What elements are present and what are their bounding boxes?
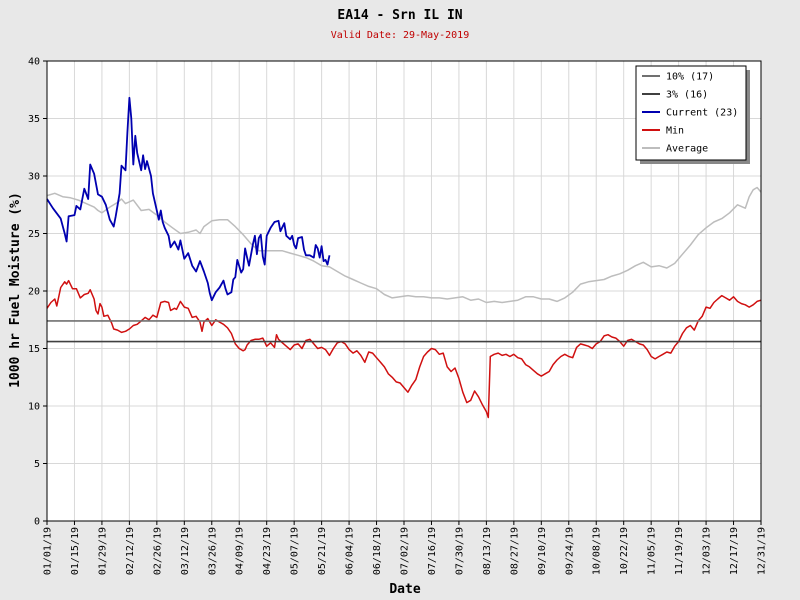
legend-label: Current (23)	[666, 108, 738, 119]
x-tick-label: 03/12/19	[180, 527, 191, 575]
series-average-line	[46, 186, 762, 304]
x-tick-label: 02/12/19	[125, 527, 136, 575]
x-tick-label: 12/03/19	[702, 527, 713, 575]
x-tick-label: 01/29/19	[97, 527, 108, 575]
x-tick-label: 08/13/19	[482, 527, 493, 575]
axes: 0 5 10 15 20 25 30 35 40 01/01/19 01/15/19 01/29/19…	[28, 57, 768, 576]
x-tick-label: 02/26/19	[152, 527, 163, 575]
y-tick-label: 10	[28, 402, 40, 413]
plot-frame	[46, 60, 762, 522]
x-tick-label: 09/10/19	[537, 527, 548, 575]
y-tick-label: 5	[34, 459, 40, 470]
x-tick-label: 07/02/19	[400, 527, 411, 575]
y-tick-label: 20	[28, 287, 40, 298]
x-tick-label: 11/19/19	[674, 527, 685, 575]
legend-label: Min	[666, 126, 684, 137]
x-tick-label: 01/01/19	[43, 527, 54, 575]
x-tick-label: 11/05/19	[647, 527, 658, 575]
y-tick-label: 25	[28, 229, 40, 240]
y-tick-label: 35	[28, 114, 40, 125]
x-tick-label: 06/04/19	[345, 527, 356, 575]
legend-label: 3% (16)	[666, 90, 708, 101]
x-tick-label: 04/23/19	[262, 527, 273, 575]
x-tick-label: 06/18/19	[372, 527, 383, 575]
x-tick-label: 05/21/19	[317, 527, 328, 575]
x-tick-label: 04/09/19	[235, 527, 246, 575]
y-tick-label: 0	[34, 517, 40, 528]
x-tick-label: 03/26/19	[207, 527, 218, 575]
x-tick-label: 01/15/19	[70, 527, 81, 575]
y-axis-title: 1000 hr Fuel Moisture (%)	[8, 192, 23, 388]
x-tick-label: 07/30/19	[454, 527, 465, 575]
legend-label: Average	[666, 144, 708, 155]
y-tick-label: 40	[28, 57, 40, 68]
x-tick-label: 09/24/19	[564, 527, 575, 575]
x-axis-title: Date	[389, 582, 420, 597]
y-tick-label: 30	[28, 172, 40, 183]
chart-title: EA14 - Srn IL IN	[337, 8, 462, 23]
x-tick-label: 10/22/19	[619, 527, 630, 575]
x-tick-label: 10/08/19	[592, 527, 603, 575]
legend-label: 10% (17)	[666, 72, 714, 83]
x-tick-label: 05/07/19	[290, 527, 301, 575]
x-tick-label: 07/16/19	[427, 527, 438, 575]
chart-subtitle: Valid Date: 29-May-2019	[331, 30, 469, 41]
series-current-23-line	[46, 96, 331, 302]
x-tick-label: 12/31/19	[757, 527, 768, 575]
x-tick-label: 12/17/19	[729, 527, 740, 575]
legend: 10% (17) 3% (16) Current (23) Min Average	[635, 65, 750, 164]
y-tick-label: 15	[28, 344, 40, 355]
series-group	[46, 96, 762, 419]
x-tick-label: 08/27/19	[509, 527, 520, 575]
